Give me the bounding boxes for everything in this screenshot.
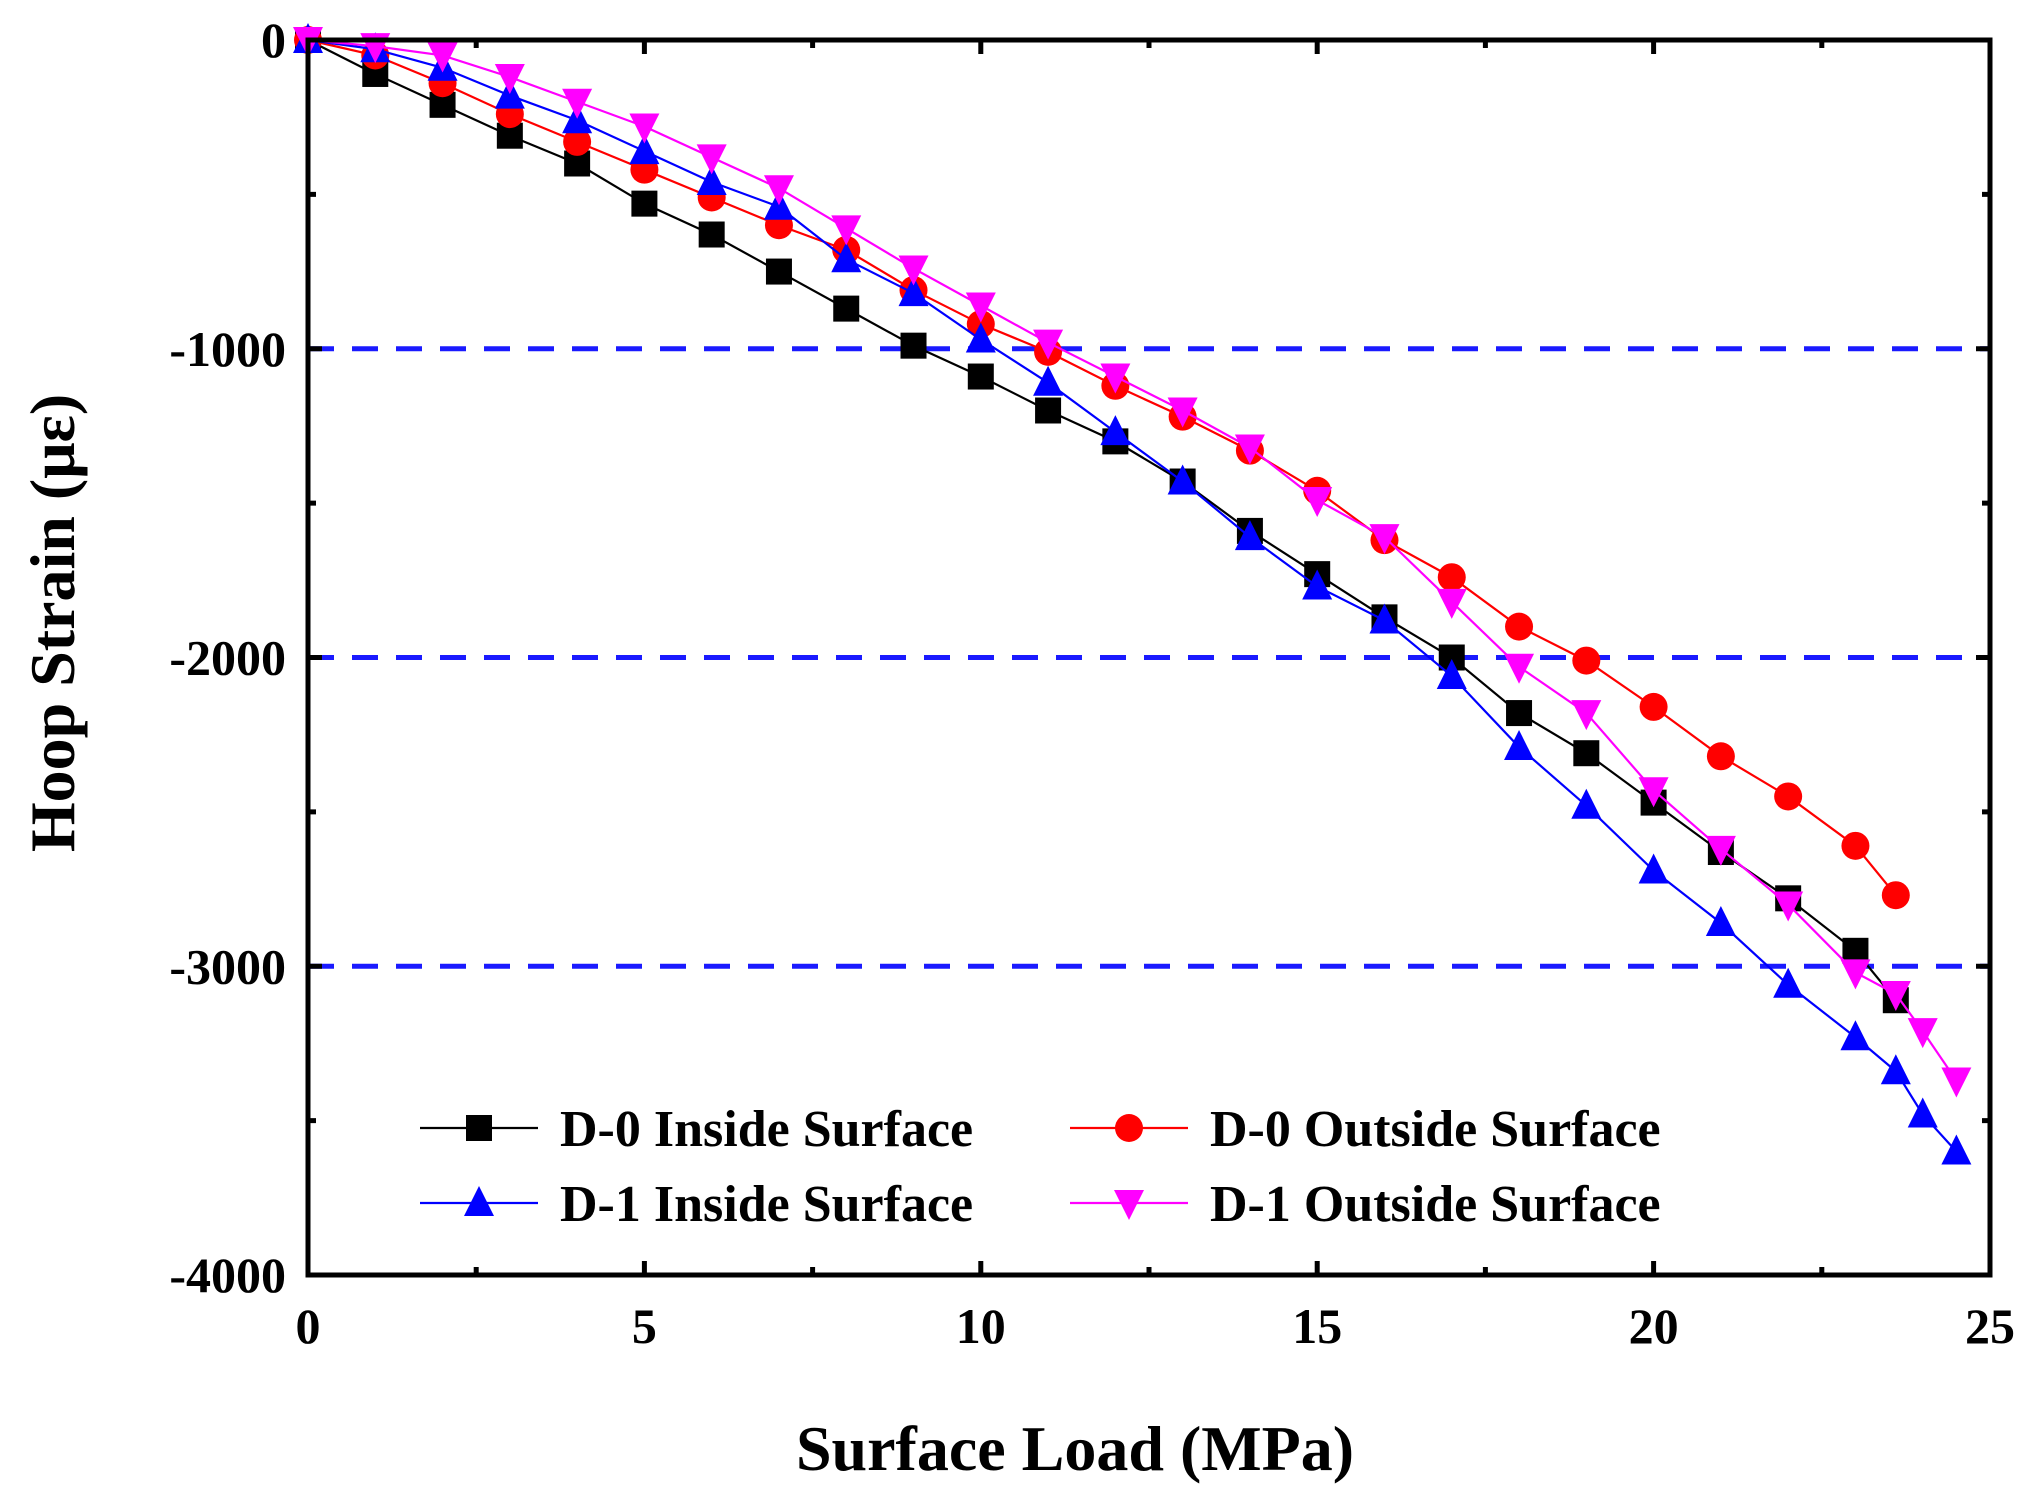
legend-label: D-0 Outside Surface [1210,1101,1661,1158]
data-point [1167,464,1198,495]
data-point [1705,835,1736,866]
data-point [1572,646,1601,675]
x-tick-label: 0 [296,1298,321,1354]
data-point [965,292,996,323]
x-tick-label: 25 [1965,1298,2015,1354]
data-point [1437,563,1466,592]
data-point [563,127,592,156]
legend-marker [464,1186,494,1216]
data-point [1436,588,1467,619]
data-point [1504,730,1535,761]
y-tick-label: -3000 [169,938,286,994]
data-point [831,242,862,273]
x-axis-label: Surface Load (MPa) [796,1413,1354,1484]
legend-marker [1114,1190,1144,1220]
legend-item: D-1 Outside Surface [1070,1176,1661,1233]
y-tick-label: -2000 [169,630,286,686]
reference-lines [308,346,1990,969]
y-tick-label: -4000 [169,1247,286,1303]
data-point [1506,700,1533,727]
data-point [696,144,727,175]
data-point [763,175,794,206]
data-point [1035,397,1062,424]
y-tick-label: -1000 [169,321,286,377]
data-point [698,221,725,248]
data-point [1573,740,1600,767]
data-point [1167,397,1198,428]
data-point [1505,612,1534,641]
data-point [967,363,994,390]
data-point [1638,853,1669,884]
legend-item: D-0 Inside Surface [420,1101,973,1158]
y-axis-label: Hoop Strain (με) [17,394,88,852]
data-point [1571,788,1602,819]
data-point [1774,782,1803,811]
legend-label: D-1 Inside Surface [560,1176,973,1233]
series-d-1-inside-surface [293,23,1972,1165]
data-point [898,276,929,307]
legend-item: D-1 Inside Surface [420,1176,973,1233]
data-point [765,258,792,285]
data-point [494,64,525,95]
x-tick-label: 15 [1292,1298,1342,1354]
data-point [831,215,862,246]
data-point [1941,1134,1972,1165]
data-point [1571,700,1602,731]
legend-item: D-0 Outside Surface [1070,1101,1661,1158]
legend: D-0 Inside Surface D-0 Outside Surface D-1… [420,1101,1661,1233]
data-point [629,134,660,165]
data-point [1638,777,1669,808]
data-point [629,113,660,144]
data-point [1100,363,1131,394]
data-point [1773,891,1804,922]
data-point [1907,1097,1938,1128]
data-point [1033,365,1064,396]
data-point [427,42,458,73]
data-point [1436,659,1467,690]
legend-label: D-1 Outside Surface [1210,1176,1661,1233]
data-point [898,255,929,286]
data-point [1880,981,1911,1012]
data-point [1369,603,1400,634]
series-d-1-outside-surface [293,27,1972,1098]
data-point [1880,1054,1911,1085]
data-point [1705,906,1736,937]
data-point [1100,415,1131,446]
x-tick-label: 20 [1629,1298,1679,1354]
data-point [1302,569,1333,600]
legend-marker [1115,1114,1143,1142]
data-point [1941,1067,1972,1098]
data-point [631,190,658,217]
legend-marker [466,1115,492,1141]
data-point [833,295,860,322]
legend-label: D-0 Inside Surface [560,1101,973,1158]
data-point [1881,881,1910,910]
data-point [900,332,927,359]
axes-layer: 0 5 10 15 20 25 0 -1000 -2000 -3000 -4000 [169,12,2015,1354]
data-point [1706,742,1735,771]
data-point [1773,967,1804,998]
data-point [1907,1018,1938,1049]
data-point [696,165,727,196]
x-tick-label: 10 [956,1298,1006,1354]
data-point [965,322,996,353]
data-point [1504,653,1535,684]
data-point [1841,831,1870,860]
data-point [562,88,593,119]
data-point [1369,524,1400,555]
data-point [1234,520,1265,551]
data-point [1302,487,1333,518]
data-point [1033,329,1064,360]
data-point [1840,1020,1871,1051]
data-point [1639,692,1668,721]
data-point [1840,959,1871,990]
y-tick-label: 0 [261,12,286,68]
data-point [1234,434,1265,465]
x-tick-label: 5 [632,1298,657,1354]
series-layer [293,23,1972,1165]
